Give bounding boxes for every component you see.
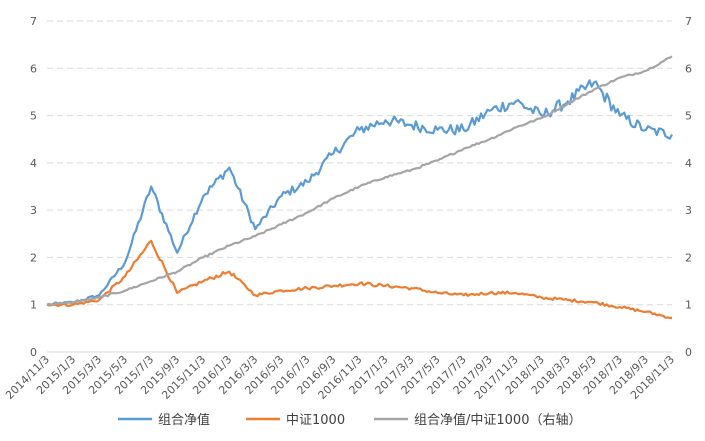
legend-label: 组合净值 [158, 412, 210, 428]
y-tick-label: 1 [30, 299, 37, 312]
series-line [46, 239, 672, 320]
y2-tick-label: 6 [685, 62, 692, 75]
y2-tick-label: 5 [685, 110, 692, 123]
y2-tick-label: 0 [685, 346, 692, 359]
y2-tick-label: 3 [685, 204, 692, 217]
y2-tick-label: 2 [685, 251, 692, 264]
legend-label: 中证1000 [286, 413, 345, 428]
y-tick-label: 5 [30, 110, 37, 123]
y2-tick-label: 7 [685, 15, 692, 28]
legend-label: 组合净值/中证1000（右轴） [414, 412, 581, 428]
y-tick-label: 7 [30, 15, 37, 28]
gridlines [47, 20, 672, 306]
series-lines [46, 55, 673, 320]
y-tick-label: 3 [30, 204, 37, 217]
axes: 01234567012345672014/11/32015/1/32015/3/… [3, 15, 692, 402]
series-line [46, 79, 673, 306]
legend: 组合净值 中证1000 组合净值/中证1000（右轴） [118, 412, 581, 428]
y2-tick-label: 1 [685, 299, 692, 312]
y-tick-label: 2 [30, 251, 37, 264]
y2-tick-label: 4 [685, 157, 692, 170]
y-tick-label: 4 [30, 157, 37, 170]
y-tick-label: 0 [30, 346, 37, 359]
series-line [46, 55, 673, 306]
y-tick-label: 6 [30, 62, 37, 75]
